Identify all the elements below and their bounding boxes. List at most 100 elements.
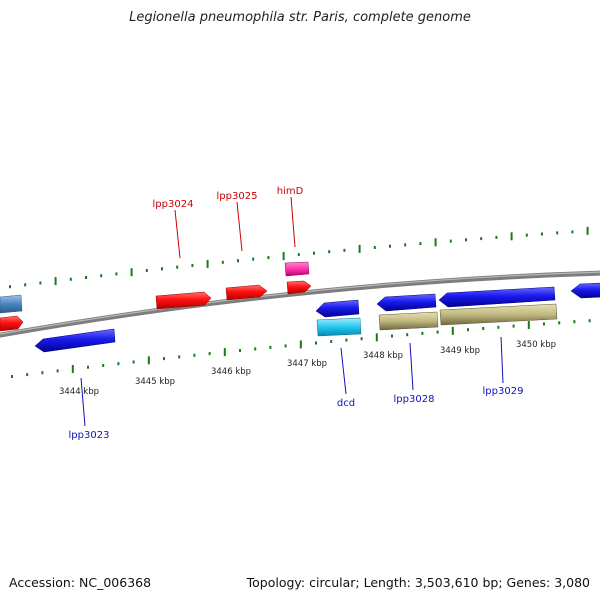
lower-minor-tick [497,325,500,329]
gene-himD-pink[interactable] [284,261,310,277]
genome-title: Legionella pneumophila str. Paris, compl… [129,10,471,25]
upper-major-tick [358,244,361,253]
upper-minor-tick [115,272,118,276]
upper-minor-tick [221,260,224,264]
upper-minor-tick [495,235,498,239]
upper-minor-tick [404,243,407,247]
scale-label-3445: 3445 kbp [135,377,175,387]
lower-minor-tick [436,330,439,334]
upper-tick-row [9,226,589,289]
lower-minor-tick [482,327,485,330]
label-dcd[interactable]: dcd [337,398,355,409]
genome-backbone [0,270,600,338]
lower-minor-tick [132,360,135,364]
label-himD[interactable]: himD [277,186,304,197]
lower-minor-tick [11,375,13,378]
gene-dcd-blue[interactable] [315,299,360,318]
lower-major-tick [451,326,454,335]
gene-feature-blue-right[interactable] [570,282,600,299]
upper-major-tick [206,259,209,268]
upper-minor-tick [449,239,452,243]
upper-minor-tick [343,248,346,252]
upper-minor-tick [24,283,27,287]
lower-major-tick [299,340,302,349]
lower-minor-tick [543,322,545,326]
gene-lpp3028-blue[interactable] [376,293,437,312]
upper-major-tick [510,232,513,241]
lower-minor-tick [41,371,44,375]
gene-leader-lines [80,196,504,427]
lower-major-tick [223,348,226,357]
gene-lpp3025[interactable] [225,284,268,301]
lower-minor-tick [239,349,241,352]
upper-minor-tick [297,253,300,257]
label-lpp3023[interactable]: lpp3023 [69,430,110,441]
lower-minor-tick [467,328,469,332]
upper-minor-tick [85,276,87,279]
upper-minor-tick [100,274,103,278]
upper-minor-tick [313,251,315,255]
gene-feature-red-left[interactable] [0,315,24,332]
upper-minor-tick [465,238,467,242]
label-lpp3028[interactable]: lpp3028 [394,394,435,405]
upper-minor-tick [145,269,148,272]
upper-minor-tick [237,259,239,263]
scale-label-3448: 3448 kbp [363,351,403,361]
upper-major-tick [434,238,437,247]
lower-minor-tick [284,344,287,348]
upper-minor-tick [525,233,528,237]
lower-minor-tick [330,340,333,343]
lower-minor-tick [117,362,120,366]
label-lpp3025[interactable]: lpp3025 [217,191,258,202]
lower-minor-tick [254,347,257,351]
gene-dcd[interactable] [316,317,362,337]
gene-himD[interactable] [286,280,312,295]
upper-minor-tick [419,242,422,246]
gene-feature-steelblue[interactable] [0,294,23,314]
scale-label-3444: 3444 kbp [59,387,99,397]
upper-major-tick [54,277,57,286]
lower-tick-row [11,319,591,378]
scale-labels: 3444 kbp 3445 kbp 3446 kbp 3447 kbp 3448… [59,340,556,397]
lower-minor-tick [421,331,424,335]
upper-major-tick [282,252,285,261]
upper-minor-tick [480,237,483,241]
gene-lpp3029-blue[interactable] [438,286,556,308]
upper-minor-tick [571,230,574,234]
upper-minor-tick [556,231,559,235]
upper-minor-tick [328,250,331,254]
lower-minor-tick [345,338,348,342]
lower-minor-tick [26,373,29,377]
upper-minor-tick [252,257,255,261]
gene-lpp3023[interactable] [34,328,116,353]
lower-minor-tick [193,353,196,357]
upper-minor-tick [69,277,72,281]
lower-minor-tick [573,320,576,324]
lower-major-tick [527,321,530,329]
upper-minor-tick [161,267,163,271]
label-lpp3024[interactable]: lpp3024 [153,199,194,210]
lower-minor-tick [512,324,515,328]
lower-minor-tick [391,334,393,338]
label-lpp3029[interactable]: lpp3029 [483,386,524,397]
lower-minor-tick [208,352,211,356]
lower-minor-tick [102,364,105,367]
upper-minor-tick [176,265,179,269]
lower-minor-tick [178,355,181,359]
upper-minor-tick [191,264,194,267]
scale-label-3446: 3446 kbp [211,367,251,377]
upper-minor-tick [373,246,376,249]
lower-major-tick [147,356,150,365]
gene-labels: lpp3024 lpp3025 himD lpp3023 dcd lpp3028… [69,186,524,441]
gene-lpp3029[interactable] [439,303,558,326]
upper-major-tick [130,268,133,277]
lower-minor-tick [360,337,363,341]
lower-major-tick [71,365,74,373]
scale-label-3450: 3450 kbp [516,340,556,350]
gene-lpp3024[interactable] [155,291,212,310]
lower-major-tick [375,333,378,342]
gene-lpp3028[interactable] [378,311,439,331]
lower-minor-tick [56,369,59,373]
accession-text: Accession: NC_006368 [9,575,152,590]
upper-minor-tick [541,232,543,236]
